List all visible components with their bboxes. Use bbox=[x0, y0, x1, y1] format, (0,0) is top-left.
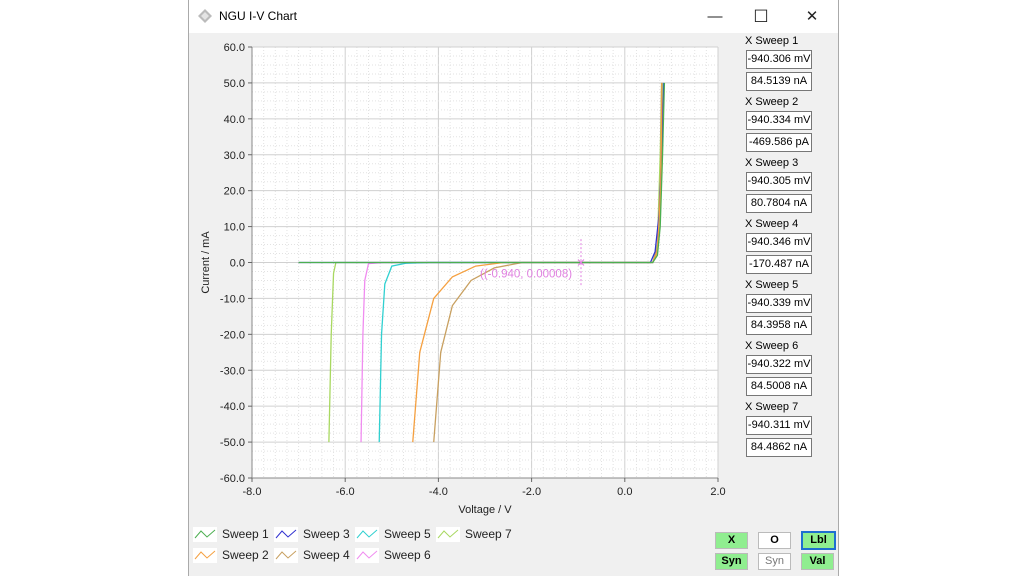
y-tick-label: -20.0 bbox=[220, 329, 245, 341]
y-tick-label: -40.0 bbox=[220, 401, 245, 413]
readout-panel: X Sweep 1 -940.306 mV 84.5139 nA X Sweep … bbox=[741, 33, 838, 460]
legend-item[interactable]: Sweep 6 bbox=[355, 548, 431, 564]
cursor-marker-icon bbox=[577, 259, 585, 266]
x-button[interactable]: X bbox=[715, 532, 748, 549]
y-tick-label: -50.0 bbox=[220, 437, 245, 449]
sync-button[interactable]: Syn bbox=[715, 553, 748, 570]
legend-label: Sweep 6 bbox=[384, 548, 431, 562]
readout-label: X Sweep 5 bbox=[745, 279, 799, 291]
y-tick-label: 60.0 bbox=[224, 42, 245, 54]
series-line-sweep-1 bbox=[298, 82, 666, 264]
readout-label: X Sweep 4 bbox=[745, 218, 799, 230]
y-tick-label: -60.0 bbox=[220, 473, 245, 485]
window-title: NGU I-V Chart bbox=[219, 9, 298, 23]
legend-swatch-icon bbox=[274, 527, 298, 543]
app-logo-icon bbox=[198, 9, 212, 23]
readout-label: X Sweep 3 bbox=[745, 157, 799, 169]
legend-item[interactable]: Sweep 2 bbox=[193, 548, 269, 564]
cursor-label: ((-0.940, 0.00008) bbox=[480, 269, 572, 281]
current-readout: 84.3958 nA bbox=[746, 316, 812, 335]
y-tick-label: -10.0 bbox=[220, 293, 245, 305]
chart-plot[interactable]: -8.0 -6.0 -4.0 -2.0 0.0 2.0 60.0 50.0 40.0 30.0 20… bbox=[189, 33, 740, 525]
voltage-readout: -940.305 mV bbox=[746, 172, 812, 191]
legend-item[interactable]: Sweep 3 bbox=[274, 527, 350, 543]
legend-swatch-icon bbox=[355, 548, 379, 564]
voltage-readout: -940.334 mV bbox=[746, 111, 812, 130]
iv-chart[interactable]: -8.0 -6.0 -4.0 -2.0 0.0 2.0 60.0 50.0 40.0 30.0 20… bbox=[189, 33, 740, 525]
readout-label: X Sweep 7 bbox=[745, 401, 799, 413]
x-axis-title: Voltage / V bbox=[458, 504, 512, 516]
legend-item[interactable]: Sweep 1 bbox=[193, 527, 269, 543]
x-tick-label: -2.0 bbox=[522, 486, 541, 498]
y-tick-label: 40.0 bbox=[224, 114, 245, 126]
legend-label: Sweep 4 bbox=[303, 548, 350, 562]
voltage-readout: -940.339 mV bbox=[746, 294, 812, 313]
x-tick-label: 2.0 bbox=[710, 486, 725, 498]
readout-label: X Sweep 2 bbox=[745, 96, 799, 108]
y-axis-title: Current / mA bbox=[200, 231, 212, 294]
legend-swatch-icon bbox=[274, 548, 298, 564]
value-button[interactable]: Val bbox=[801, 553, 834, 570]
voltage-readout: -940.306 mV bbox=[746, 50, 812, 69]
o-button[interactable]: O bbox=[758, 532, 791, 549]
legend-label: Sweep 2 bbox=[222, 548, 269, 562]
legend-label: Sweep 7 bbox=[465, 527, 512, 541]
x-tick-label: -8.0 bbox=[243, 486, 262, 498]
y-tick-label: 20.0 bbox=[224, 186, 245, 198]
maximize-button[interactable]: ☐ bbox=[753, 7, 769, 26]
current-readout: 84.4862 nA bbox=[746, 438, 812, 457]
x-tick-label: -4.0 bbox=[429, 486, 448, 498]
legend-swatch-icon bbox=[436, 527, 460, 543]
title-bar: NGU I-V Chart — ☐ ✕ bbox=[189, 0, 838, 33]
legend-item[interactable]: Sweep 5 bbox=[355, 527, 431, 543]
voltage-readout: -940.311 mV bbox=[746, 416, 812, 435]
current-readout: 80.7804 nA bbox=[746, 194, 812, 213]
legend-item[interactable]: Sweep 4 bbox=[274, 548, 350, 564]
y-tick-label: 10.0 bbox=[224, 222, 245, 234]
legend-swatch-icon bbox=[193, 548, 217, 564]
readout-label: X Sweep 6 bbox=[745, 340, 799, 352]
x-tick-label: 0.0 bbox=[617, 486, 632, 498]
sync-off-button[interactable]: Syn bbox=[758, 553, 791, 570]
readout-label: X Sweep 1 bbox=[745, 35, 799, 47]
current-readout: -170.487 nA bbox=[746, 255, 812, 274]
y-tick-label: 30.0 bbox=[224, 150, 245, 162]
legend-swatch-icon bbox=[193, 527, 217, 543]
label-button[interactable]: Lbl bbox=[801, 531, 836, 550]
minimize-button[interactable]: — bbox=[707, 8, 723, 25]
x-tick-label: -6.0 bbox=[336, 486, 355, 498]
legend: Sweep 1 Sweep 3 Sweep 5 Sweep 7 Sweep 2 Sweep… bbox=[189, 527, 709, 573]
legend-label: Sweep 1 bbox=[222, 527, 269, 541]
voltage-readout: -940.346 mV bbox=[746, 233, 812, 252]
current-readout: -469.586 pA bbox=[746, 133, 812, 152]
y-tick-label: -30.0 bbox=[220, 365, 245, 377]
current-readout: 84.5008 nA bbox=[746, 377, 812, 396]
voltage-readout: -940.322 mV bbox=[746, 355, 812, 374]
iv-chart-window: NGU I-V Chart — ☐ ✕ -8.0 -6.0 -4.0 -2.0 0.0 2… bbox=[188, 0, 839, 576]
y-tick-label: 0.0 bbox=[230, 258, 245, 270]
legend-item[interactable]: Sweep 7 bbox=[436, 527, 512, 543]
current-readout: 84.5139 nA bbox=[746, 72, 812, 91]
series-line-sweep-2 bbox=[412, 82, 663, 443]
y-tick-label: 50.0 bbox=[224, 78, 245, 90]
close-button[interactable]: ✕ bbox=[805, 8, 819, 25]
legend-label: Sweep 5 bbox=[384, 527, 431, 541]
legend-swatch-icon bbox=[355, 527, 379, 543]
legend-label: Sweep 3 bbox=[303, 527, 350, 541]
